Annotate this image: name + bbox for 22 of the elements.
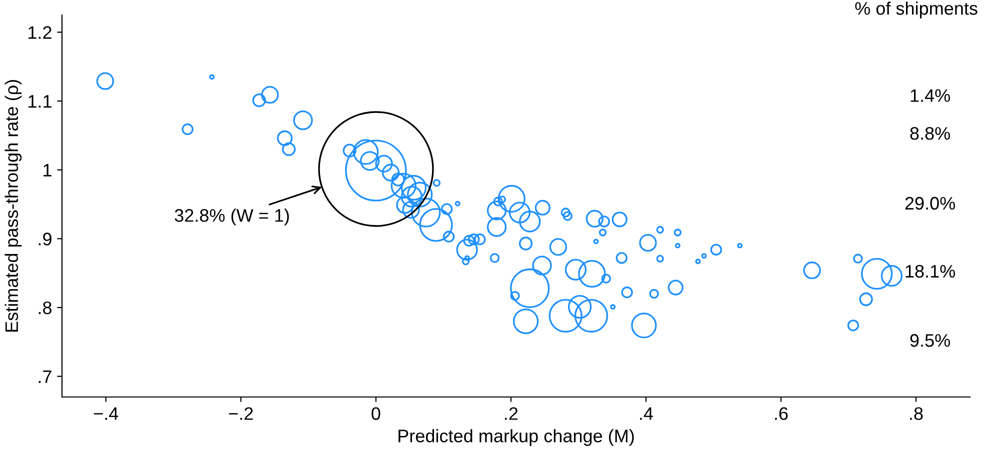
x-tick-label: .4 xyxy=(640,407,653,420)
x-tick-label: −.4 xyxy=(94,407,118,420)
y-tick-label: 1.1 xyxy=(28,95,52,108)
annotation: 8.8% xyxy=(910,127,950,140)
annotation: 1.4% xyxy=(910,89,950,102)
x-tick-label: 0 xyxy=(372,407,380,420)
x-tick-label: .8 xyxy=(910,407,923,420)
x-axis-title: Predicted markup change (M) xyxy=(398,429,634,446)
y-tick-label: 1.2 xyxy=(28,26,52,39)
y-tick-label: 1 xyxy=(44,164,52,176)
x-tick-label: −.2 xyxy=(228,407,253,420)
annotation: 32.8% (W = 1) xyxy=(174,208,289,226)
annotation: 18.1% xyxy=(906,264,956,278)
y-tick-label: .7 xyxy=(38,370,52,383)
y-axis-title: Estimated pass-through rate (ρ) xyxy=(4,80,22,332)
annotation: % of shipments xyxy=(855,2,978,18)
annotation: 29.0% xyxy=(905,196,956,210)
y-tick-label: .8 xyxy=(38,301,52,314)
x-tick-label: .6 xyxy=(775,407,788,420)
x-tick-label: .2 xyxy=(505,407,518,420)
y-tick-label: .9 xyxy=(38,232,52,246)
annotation: 9.5% xyxy=(910,334,950,347)
